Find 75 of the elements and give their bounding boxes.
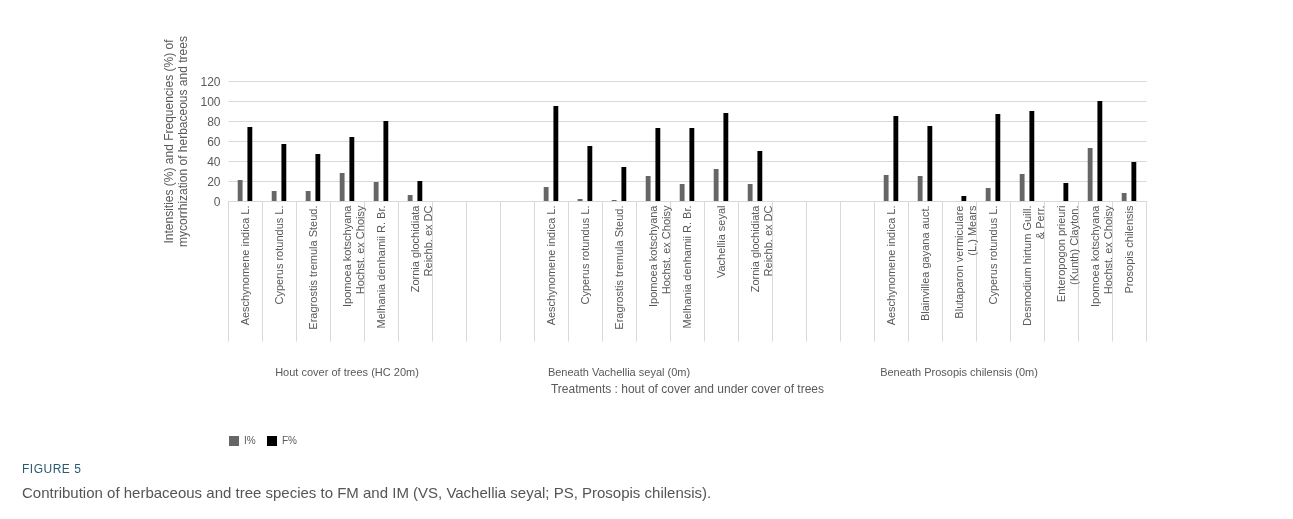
y-tick-label: 60 <box>207 134 221 149</box>
bar <box>713 169 719 201</box>
bar <box>985 188 991 201</box>
x-tick-label: Zornia glochidiata Reichb. ex DC <box>748 204 774 293</box>
bar <box>645 176 651 201</box>
bar <box>587 146 593 201</box>
text: Beneath Prosopis chilensis (0m) <box>880 366 1038 378</box>
legend-label: I% <box>244 435 256 446</box>
x-tick-label: Prosopis chilensis <box>1122 205 1135 294</box>
bar <box>679 184 685 201</box>
y-tick-label: 0 <box>213 194 221 209</box>
x-tick-label: Aeschynomene indica L. <box>238 205 251 326</box>
x-tick-label: Cyperus rotundus L. <box>986 205 999 305</box>
bar <box>757 151 763 201</box>
bar <box>747 184 753 201</box>
bar <box>271 191 277 201</box>
x-tick-label: Enteropogon prieuri (Kunth) Clayton. <box>1054 205 1080 303</box>
bar <box>383 121 389 201</box>
bar <box>373 182 379 201</box>
bar <box>339 173 345 201</box>
bar <box>995 114 1001 201</box>
bar <box>1131 162 1137 201</box>
x-tick-label: Desmodium hirtum Guill. & Perr. <box>1020 205 1046 326</box>
bar <box>621 167 627 201</box>
caption: FIGURE 5 <box>22 462 82 476</box>
bar <box>543 187 549 201</box>
x-axis-title: Treatments : hout of cover and under cover of trees <box>550 382 825 396</box>
y-axis-title: Intensities (%) and Frequencies (%) of mycorrhization of herbaceous and trees <box>162 36 191 247</box>
text: Contribution of herbaceous and tree species to FM and IM (VS, Vachellia seyal; PS, Prosopis chilensis). <box>22 484 712 501</box>
x-tick-label: Melhania denhamii R. Br. <box>374 205 387 329</box>
y-tick-label: 100 <box>200 94 221 109</box>
text: Hout cover of trees (HC 20m) <box>275 366 419 378</box>
x-tick-label: Eragrostis tremula Steud. <box>612 205 625 330</box>
bar <box>417 181 423 201</box>
x-tick-label: Aeschynomene indica L. <box>884 205 897 326</box>
bar <box>407 195 413 201</box>
x-tick-label: Zornia glochidiata Reichb. ex DC <box>408 204 434 293</box>
bar <box>305 191 311 201</box>
bar <box>689 128 695 201</box>
x-tick-label: Melhania denhamii R. Br. <box>680 205 693 329</box>
x-tick-label: Blutaparon vermiculare (L.) Mears <box>952 205 978 319</box>
bar <box>883 175 889 201</box>
x-tick-label: Eragrostis tremula Steud. <box>306 205 319 330</box>
bar <box>893 116 899 201</box>
bar <box>1019 174 1025 201</box>
bar <box>247 127 253 201</box>
x-tick-label: Cyperus rotundus L. <box>272 205 285 305</box>
bar <box>917 176 923 201</box>
legend-label: F% <box>282 435 298 446</box>
y-tick-label: 80 <box>207 114 221 129</box>
bar <box>961 196 967 201</box>
bar <box>281 144 287 201</box>
bar <box>655 128 661 201</box>
bar <box>1029 111 1035 201</box>
x-tick-label: Ipomoea kotschyana Hochst. ex Choisy <box>340 204 366 308</box>
bar <box>315 154 321 201</box>
bar <box>1121 193 1127 201</box>
y-tick-label: 120 <box>200 74 221 89</box>
bar <box>237 180 243 201</box>
x-tick-label: Ipomoea kotschyana Hochst. ex Choisy <box>1088 204 1114 308</box>
bar <box>1087 148 1093 201</box>
bar <box>349 137 355 201</box>
bar <box>553 106 559 201</box>
bar <box>723 113 729 201</box>
bar <box>1063 183 1069 201</box>
x-tick-label: Vachellia seyal <box>714 205 727 279</box>
x-tick-label: Ipomoea kotschyana Hochst. ex Choisy <box>646 204 672 308</box>
x-tick-label: Aeschynomene indica L. <box>544 205 557 326</box>
bar <box>1097 101 1103 201</box>
y-tick-label: 20 <box>207 174 221 189</box>
bar <box>927 126 933 201</box>
y-tick-label: 40 <box>207 154 221 169</box>
x-tick-label: Blainvillea gayana auct. <box>918 205 931 322</box>
x-tick-label: Cyperus rotundus L. <box>578 205 591 305</box>
text: Beneath Vachellia seyal (0m) <box>547 366 691 378</box>
